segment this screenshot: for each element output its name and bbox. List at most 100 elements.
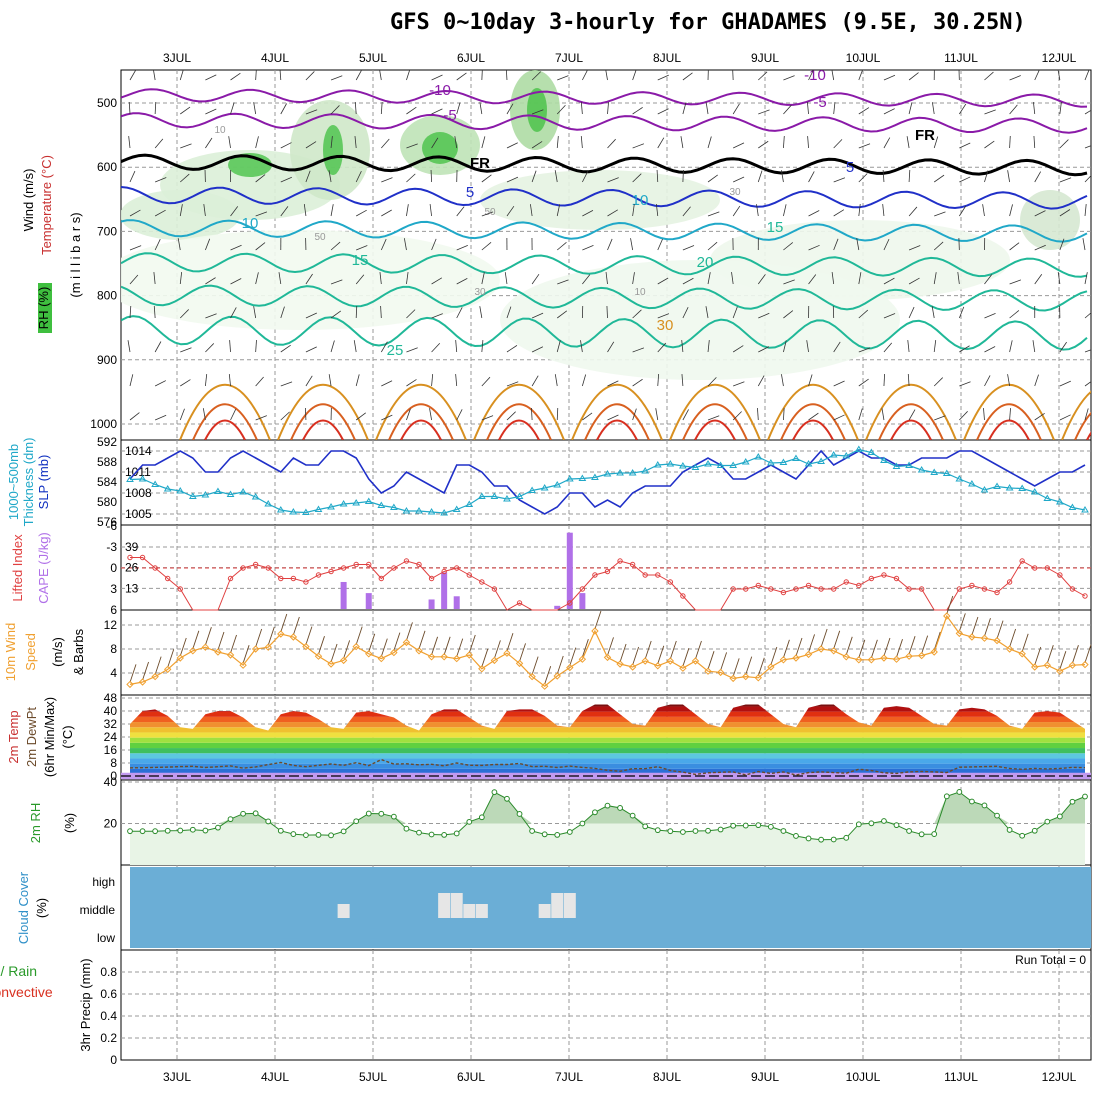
wind-axis-label: Wind (m/s) xyxy=(21,169,36,232)
wind-barb xyxy=(858,173,868,183)
wind-barb xyxy=(1059,380,1071,387)
rh-area-light xyxy=(130,792,1085,865)
wind-barb-10m xyxy=(933,631,941,651)
contour-label: -10 xyxy=(804,67,826,84)
rh-point xyxy=(943,793,950,800)
wind-barb xyxy=(129,374,134,387)
wind-barb xyxy=(707,272,711,285)
lifted-index-point xyxy=(240,565,246,571)
thickness-point xyxy=(616,469,624,476)
wind-barb xyxy=(1007,170,1010,183)
wind-barb xyxy=(1082,238,1086,251)
cloud-units-label: (%) xyxy=(34,898,49,918)
wind-barb-10m xyxy=(921,635,929,654)
wind-barb xyxy=(883,74,896,81)
wind-speed-point xyxy=(716,668,725,677)
wind-speed-point xyxy=(201,643,210,651)
wind-barb xyxy=(707,415,720,421)
thickness-point xyxy=(415,507,423,514)
surface-temperature-contour xyxy=(865,383,957,440)
date-label-bottom: 6JUL xyxy=(457,1070,485,1084)
wind-barb xyxy=(230,206,239,217)
thickness-point xyxy=(641,467,650,474)
wind-barb-10m xyxy=(343,640,351,659)
wind-barb xyxy=(808,70,814,81)
rh-point xyxy=(478,814,485,821)
thickness-point xyxy=(842,452,851,459)
wind-barb-10m xyxy=(179,637,187,657)
date-label-top: 11JUL xyxy=(944,51,978,65)
wind-barb xyxy=(881,408,885,421)
wind-barb-10m xyxy=(732,658,740,677)
lifted-index-line xyxy=(130,557,1086,611)
wind-barb xyxy=(933,272,937,285)
precip-tick: 0.2 xyxy=(100,1031,117,1045)
wind-barb xyxy=(657,137,665,149)
wind-speed-point xyxy=(1018,650,1026,658)
wind-barb xyxy=(858,70,863,81)
contour-label: 30 xyxy=(474,287,486,298)
surface-temperature-contour xyxy=(192,403,258,440)
wind-barb xyxy=(605,272,608,285)
surface-temperature-contour xyxy=(890,419,932,440)
wind-barb xyxy=(1009,310,1020,319)
rh-point xyxy=(805,835,812,842)
thickness-point xyxy=(854,445,863,452)
wind-barb xyxy=(354,102,357,115)
wind-barb xyxy=(456,278,468,285)
wind-speed-point xyxy=(666,657,675,665)
wind-barb xyxy=(856,238,860,251)
chart-title: GFS 0~10day 3-hourly for GHADAMES (9.5E,… xyxy=(390,10,1026,35)
wind-barb xyxy=(757,274,766,285)
wind-barb xyxy=(682,169,684,183)
thickness-point xyxy=(880,456,888,463)
wind-barb xyxy=(707,241,718,251)
wind-speed-point xyxy=(616,660,624,668)
lifted-index-point xyxy=(177,586,183,592)
wind-barb xyxy=(707,377,717,387)
lifted-index-point xyxy=(956,586,963,592)
wind-speed-point xyxy=(528,672,536,681)
wind-barb xyxy=(280,103,287,115)
wind-barb xyxy=(656,169,659,183)
wind-speed-point xyxy=(641,657,649,665)
wind-speed-point xyxy=(302,642,310,651)
cape-bar xyxy=(579,593,586,609)
date-label-bottom: 8JUL xyxy=(653,1070,681,1084)
wind-barb xyxy=(531,375,539,387)
lifted-index-point xyxy=(353,561,359,568)
wind-speed-point xyxy=(880,654,888,662)
precip-tick: 0 xyxy=(110,1053,117,1067)
wind-barb-10m xyxy=(845,636,853,655)
wind-barb xyxy=(833,414,845,421)
thickness-point xyxy=(188,492,197,499)
wind-barb xyxy=(129,170,136,183)
thickness-tick: 580 xyxy=(97,495,117,509)
temperature-contour xyxy=(121,284,1088,312)
wind-barb xyxy=(481,136,486,149)
wind-barb-10m xyxy=(594,610,602,630)
rh-point xyxy=(441,832,448,838)
wind-barb xyxy=(783,75,795,81)
wind-barb xyxy=(959,205,967,217)
rh-point xyxy=(629,812,636,819)
wind-barb-10m xyxy=(720,652,728,671)
thickness-point xyxy=(666,460,675,467)
contour-label: 5 xyxy=(466,184,474,201)
wind-barb xyxy=(831,272,835,285)
wind-barb-10m xyxy=(431,636,439,655)
precip-axis-label: 3hr Precip (mm) xyxy=(78,958,93,1051)
thickness-point xyxy=(1005,484,1014,491)
wind-speed-point xyxy=(729,674,737,683)
surface-temperature-contour xyxy=(792,419,834,440)
rh-point xyxy=(931,831,938,837)
rh-point xyxy=(202,827,209,834)
wind-barb xyxy=(128,101,131,115)
wind-barb xyxy=(381,177,393,183)
wind-barb xyxy=(632,143,645,149)
wind-barb xyxy=(607,414,619,421)
wind-barb-10m xyxy=(456,638,464,657)
wind-barb xyxy=(431,238,437,251)
temperature-contour xyxy=(121,112,1088,134)
wind-speed-point xyxy=(829,647,838,655)
